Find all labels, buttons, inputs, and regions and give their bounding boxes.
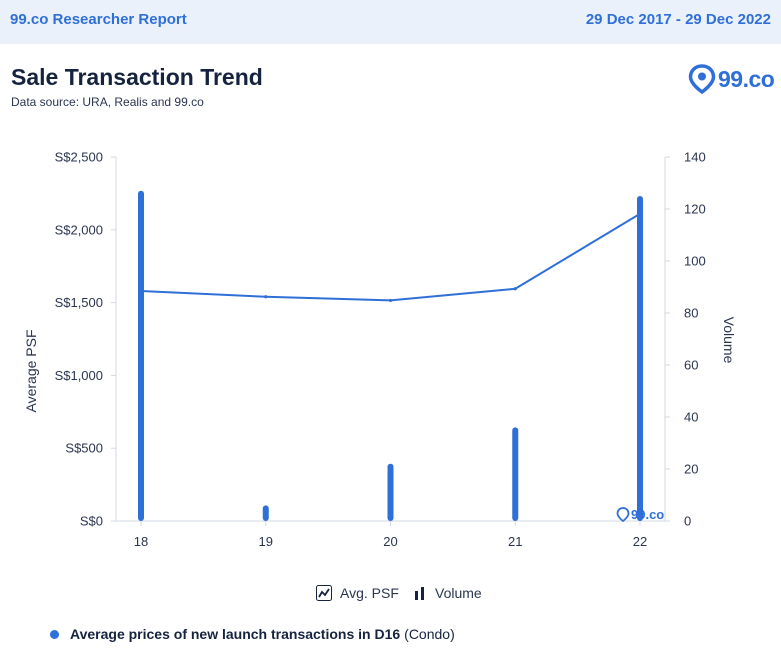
right-axis-label: Volume: [721, 317, 737, 364]
right-axis-tick-label: 20: [684, 462, 698, 477]
legend-label-avg-psf: Avg. PSF: [340, 585, 399, 601]
x-axis-tick-label: 21: [508, 534, 522, 549]
right-axis-tick-label: 100: [684, 254, 706, 269]
report-label: 99.co Researcher Report: [10, 11, 187, 28]
left-axis-label: Average PSF: [23, 329, 39, 412]
watermark-pin-icon: [616, 507, 630, 523]
legend-item-volume[interactable]: Volume: [413, 582, 482, 604]
chart-title: Sale Transaction Trend: [11, 64, 263, 90]
avg-psf-point: [638, 212, 642, 216]
left-axis: S$0 S$500 S$1,000 S$1,500 S$2,000 S$2,500: [55, 150, 117, 529]
left-axis-tick-label: S$2,500: [55, 150, 103, 165]
right-axis: 0 20 40 60 80 100 120 140: [664, 150, 706, 529]
volume-bar: [387, 463, 394, 521]
footnote-rest-text: (Condo): [404, 626, 455, 642]
right-axis-tick-label: 120: [684, 202, 706, 217]
avg-psf-point: [388, 298, 393, 303]
watermark: 99.co: [616, 507, 664, 523]
brand-logo: 99.co: [688, 64, 776, 94]
location-pin-icon: [688, 64, 716, 94]
avg-psf-point: [139, 289, 143, 293]
x-axis-tick-label: 18: [134, 534, 148, 549]
x-axis: 18 19 20 21 22: [116, 520, 665, 549]
sale-transaction-chart: S$0 S$500 S$1,000 S$1,500 S$2,000 S$2,500 0 20…: [23, 150, 737, 550]
chart-legend: Avg. PSF Volume: [0, 582, 781, 604]
right-axis-tick-label: 140: [684, 150, 706, 165]
brand-name: 99.co: [718, 66, 775, 92]
left-axis-tick-label: S$1,000: [55, 368, 103, 383]
right-axis-tick-label: 60: [684, 358, 698, 373]
volume-bars: [138, 190, 643, 522]
left-axis-tick-label: S$0: [80, 514, 103, 529]
volume-bar: [512, 427, 519, 521]
legend-label-volume: Volume: [435, 585, 482, 601]
bar-chart-icon: [415, 587, 424, 600]
footnote-bullet: [50, 629, 59, 639]
legend-item-avg-psf[interactable]: Avg. PSF: [316, 582, 399, 604]
right-axis-tick-label: 80: [684, 306, 698, 321]
x-axis-tick-label: 20: [383, 534, 397, 549]
avg-psf-point: [264, 295, 268, 299]
watermark-text: 99.co: [631, 507, 664, 522]
left-axis-tick-label: S$500: [65, 441, 103, 456]
right-axis-tick-label: 40: [684, 410, 698, 425]
volume-bar: [637, 196, 643, 521]
date-range: 29 Dec 2017 - 29 Dec 2022: [585, 11, 771, 28]
data-source: Data source: URA, Realis and 99.co: [11, 95, 204, 109]
x-axis-tick-label: 22: [633, 534, 647, 549]
volume-bar: [138, 190, 144, 522]
avg-psf-line-layer: [139, 212, 642, 303]
avg-psf-point: [513, 287, 517, 291]
line-chart-icon: [316, 585, 332, 601]
report-header: 99.co Researcher Report 29 Dec 2017 - 29…: [0, 0, 781, 44]
footnote: Average prices of new launch transaction…: [50, 624, 455, 644]
footnote-bold-text: Average prices of new launch transaction…: [70, 626, 401, 642]
x-axis-tick-label: 19: [259, 534, 273, 549]
volume-bar: [262, 505, 269, 521]
right-axis-tick-label: 0: [684, 514, 691, 529]
left-axis-tick-label: S$1,500: [55, 295, 103, 310]
left-axis-tick-label: S$2,000: [55, 222, 103, 237]
avg-psf-line: [140, 212, 641, 302]
